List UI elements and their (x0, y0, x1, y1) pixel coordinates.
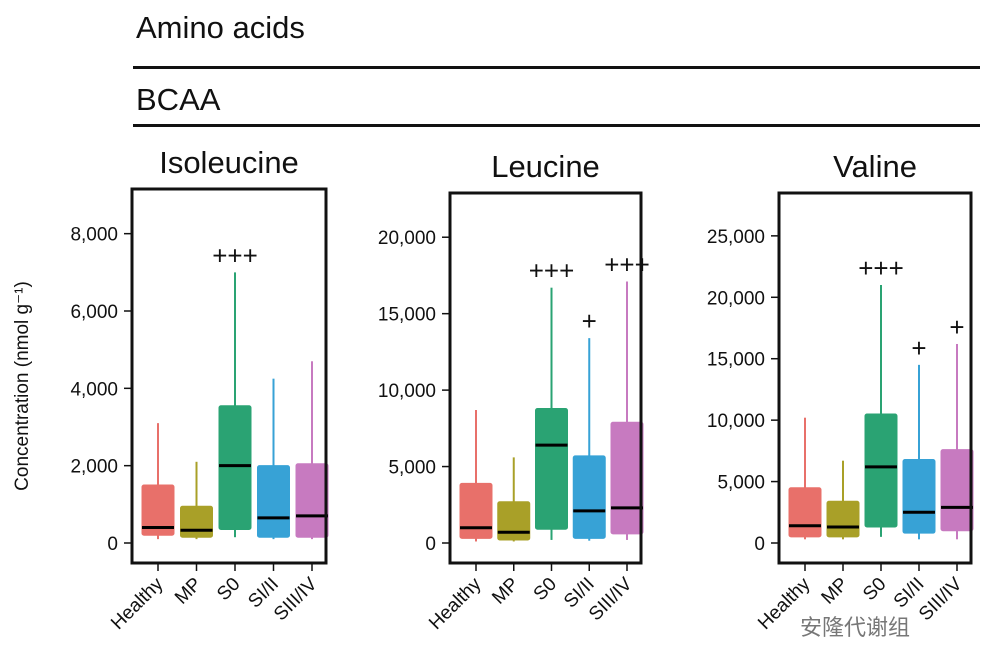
panel-title: Valine (833, 149, 917, 184)
x-tick-label: SIII/IV (915, 573, 967, 625)
watermark: 安隆代谢组 (800, 615, 911, 640)
box-mp (826, 500, 860, 538)
section-title: Amino acids (136, 10, 305, 45)
y-tick-label: 0 (754, 534, 765, 555)
y-tick-label: 20,000 (707, 288, 765, 309)
y-tick-label: 10,000 (707, 411, 765, 432)
x-tick-label: Healthy (107, 573, 168, 634)
significance-label: + (949, 312, 964, 342)
box-si-ii (257, 465, 290, 538)
box-s0 (218, 405, 252, 530)
significance-label: +++ (529, 256, 575, 286)
box-healthy (459, 482, 493, 539)
significance-label: + (582, 306, 597, 336)
y-tick-label: 20,000 (378, 228, 436, 249)
box-siii-iv (610, 421, 644, 535)
plot-frame (777, 191, 973, 565)
y-tick-label: 0 (425, 534, 436, 555)
y-tick-label: 5,000 (388, 458, 436, 479)
x-tick-label: S0 (859, 574, 890, 605)
y-tick-label: 2,000 (70, 457, 118, 478)
box-mp (497, 501, 531, 541)
y-tick-label: 25,000 (707, 227, 765, 248)
x-tick-label: S0 (530, 574, 561, 605)
box-s0 (864, 413, 898, 528)
y-tick-label: 8,000 (70, 225, 118, 246)
subsection-title: BCAA (136, 82, 221, 117)
significance-label: +++ (604, 250, 650, 280)
x-tick-label: MP (488, 574, 523, 609)
y-tick-label: 5,000 (717, 473, 765, 494)
plot-frame (130, 187, 328, 565)
box-healthy (141, 484, 175, 536)
box-s0 (535, 407, 568, 530)
y-tick-label: 10,000 (378, 381, 436, 402)
x-tick-label: S0 (213, 574, 244, 605)
significance-label: + (911, 333, 926, 363)
significance-label: +++ (212, 240, 258, 270)
y-axis-label: Concentration (nmol g⁻¹) (12, 281, 33, 491)
box-siii-iv (295, 463, 329, 538)
panel-0: Isoleucine 0 2,000 4,000 6,000 8,000 Healthy MP… (12, 145, 329, 634)
x-tick-label: SIII/IV (270, 573, 322, 625)
x-tick-label: SIII/IV (585, 573, 637, 625)
panel-title: Leucine (491, 149, 600, 184)
panel-2: Valine05,00010,00015,00020,00025,000Heal… (707, 149, 974, 634)
box-si-ii (572, 455, 606, 539)
box-si-ii (902, 458, 936, 534)
x-tick-label: MP (818, 574, 853, 609)
y-tick-label: 4,000 (70, 379, 118, 400)
box-healthy (788, 487, 822, 538)
y-tick-label: 6,000 (70, 302, 118, 323)
panel-1: Leucine 0 5,000 10,000 15,000 20,000 Healthy MP… (378, 149, 650, 634)
section-rule (133, 66, 980, 69)
panel-title: Isoleucine (159, 145, 299, 180)
x-tick-label: MP (171, 574, 206, 609)
y-tick-label: 0 (107, 534, 118, 555)
box-siii-iv (940, 449, 974, 532)
plot-frame (448, 191, 643, 565)
y-tick-label: 15,000 (378, 305, 436, 326)
x-tick-label: Healthy (425, 573, 486, 634)
significance-label: +++ (858, 253, 904, 283)
subsection-rule (133, 124, 980, 127)
box-mp (180, 505, 213, 538)
y-tick-label: 15,000 (707, 350, 765, 371)
